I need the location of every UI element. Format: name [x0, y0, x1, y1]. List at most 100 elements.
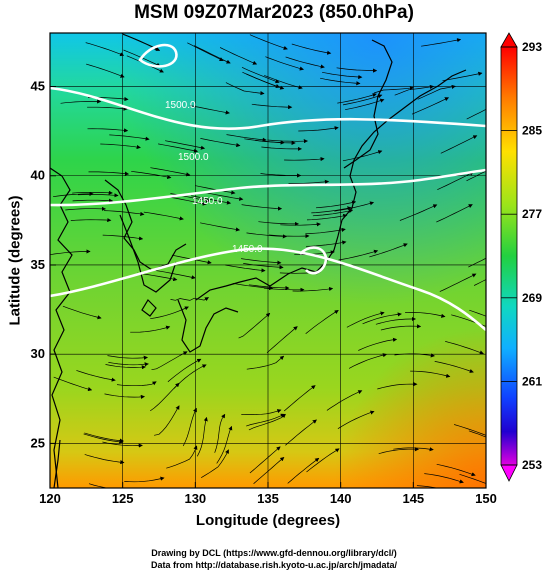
credit-drawing: Drawing by DCL (https://www.gfd-dennou.o… [151, 548, 397, 558]
colorbar-top-arrow [500, 32, 518, 48]
y-tick-label: 40 [31, 168, 45, 183]
streamline [88, 171, 130, 176]
streamline [468, 257, 486, 268]
x-axis-label: Longitude (degrees) [195, 512, 341, 529]
streamline [76, 370, 116, 382]
x-tick-label: 140 [330, 491, 352, 506]
y-tick-label: 25 [31, 435, 45, 450]
streamline [187, 42, 224, 61]
plot-area: 1500.0 1500.0 1450.0 1450.0 [50, 33, 486, 488]
x-tick-label: 135 [257, 491, 279, 506]
streamline [214, 413, 226, 453]
streamline [131, 170, 172, 180]
streamline [312, 208, 354, 217]
streamline [291, 43, 332, 55]
streamline [226, 134, 267, 142]
streamline [320, 77, 361, 86]
streamline [232, 283, 274, 291]
y-axis-ticks: 25 30 35 40 45 [31, 79, 56, 450]
streamline [416, 485, 439, 488]
streamline [200, 222, 241, 232]
streamline [306, 240, 347, 247]
streamline [246, 413, 285, 427]
streamline [336, 67, 378, 73]
streamline [451, 314, 486, 329]
streamline [158, 143, 199, 153]
streamline [109, 134, 150, 141]
streamline [166, 445, 198, 469]
streamline [167, 358, 202, 383]
streamline [88, 483, 109, 488]
streamline [337, 93, 377, 104]
streamline [151, 351, 188, 371]
streamline [121, 33, 160, 50]
streamline [266, 326, 298, 354]
streamline [285, 56, 325, 69]
streamline [241, 258, 282, 265]
streamline [265, 56, 304, 71]
streamline [284, 156, 325, 162]
streamline [249, 34, 288, 50]
map-title: MSM 09Z07Mar2023 (850.0hPa) [134, 2, 414, 23]
streamline [338, 249, 379, 261]
streamline [445, 341, 484, 355]
streamline [249, 446, 281, 474]
streamline [193, 45, 231, 64]
streamline [62, 305, 102, 320]
streamline [124, 476, 165, 483]
streamline [242, 71, 281, 88]
credit-data: Data from http://database.rish.kyoto-u.a… [150, 560, 398, 570]
streamline [375, 316, 416, 325]
streamline [243, 263, 284, 270]
streamline [334, 201, 375, 212]
streamline [116, 381, 157, 387]
streamline [411, 97, 450, 115]
colorbar: 293 285 277 269 261 253 [500, 32, 542, 482]
x-tick-label: 125 [112, 491, 134, 506]
streamline [130, 325, 171, 333]
streamline [53, 376, 93, 392]
colorbar-tick-label: 285 [522, 124, 542, 138]
streamline [253, 456, 285, 484]
streamline [216, 425, 233, 464]
y-tick-label: 30 [31, 346, 45, 361]
streamline [225, 264, 266, 273]
streamline [346, 311, 385, 328]
streamline [436, 204, 473, 223]
streamline [466, 109, 486, 120]
colorbar-tick-label: 253 [522, 458, 542, 472]
streamline [246, 232, 287, 239]
y-tick-label: 45 [31, 79, 45, 94]
streamline [150, 167, 191, 177]
streamline [258, 221, 299, 226]
contour-label: 1500.0 [178, 152, 209, 163]
streamline [241, 66, 280, 84]
streamline [195, 185, 236, 195]
streamline [72, 190, 113, 195]
streamline [84, 454, 125, 465]
streamline [60, 99, 102, 104]
streamline [105, 364, 146, 370]
x-tick-label: 120 [39, 491, 61, 506]
contour-label: 1450.0 [232, 244, 263, 255]
streamline [189, 105, 230, 115]
streamline [103, 210, 145, 216]
streamline [337, 410, 375, 429]
streamline [251, 103, 293, 110]
streamline [107, 355, 148, 360]
streamline [436, 463, 476, 477]
streamline [203, 191, 244, 201]
grid-lines [50, 33, 486, 488]
streamline [108, 362, 149, 367]
streamline [305, 227, 346, 235]
streamline [377, 382, 418, 390]
streamline [466, 170, 486, 182]
streamline [285, 419, 317, 446]
colorbar-bottom-arrow [500, 464, 518, 482]
streamline [196, 416, 208, 457]
streamline [440, 135, 478, 154]
streamline [469, 309, 486, 317]
streamline [434, 361, 474, 373]
colorbar-tick-label: 277 [522, 207, 542, 221]
